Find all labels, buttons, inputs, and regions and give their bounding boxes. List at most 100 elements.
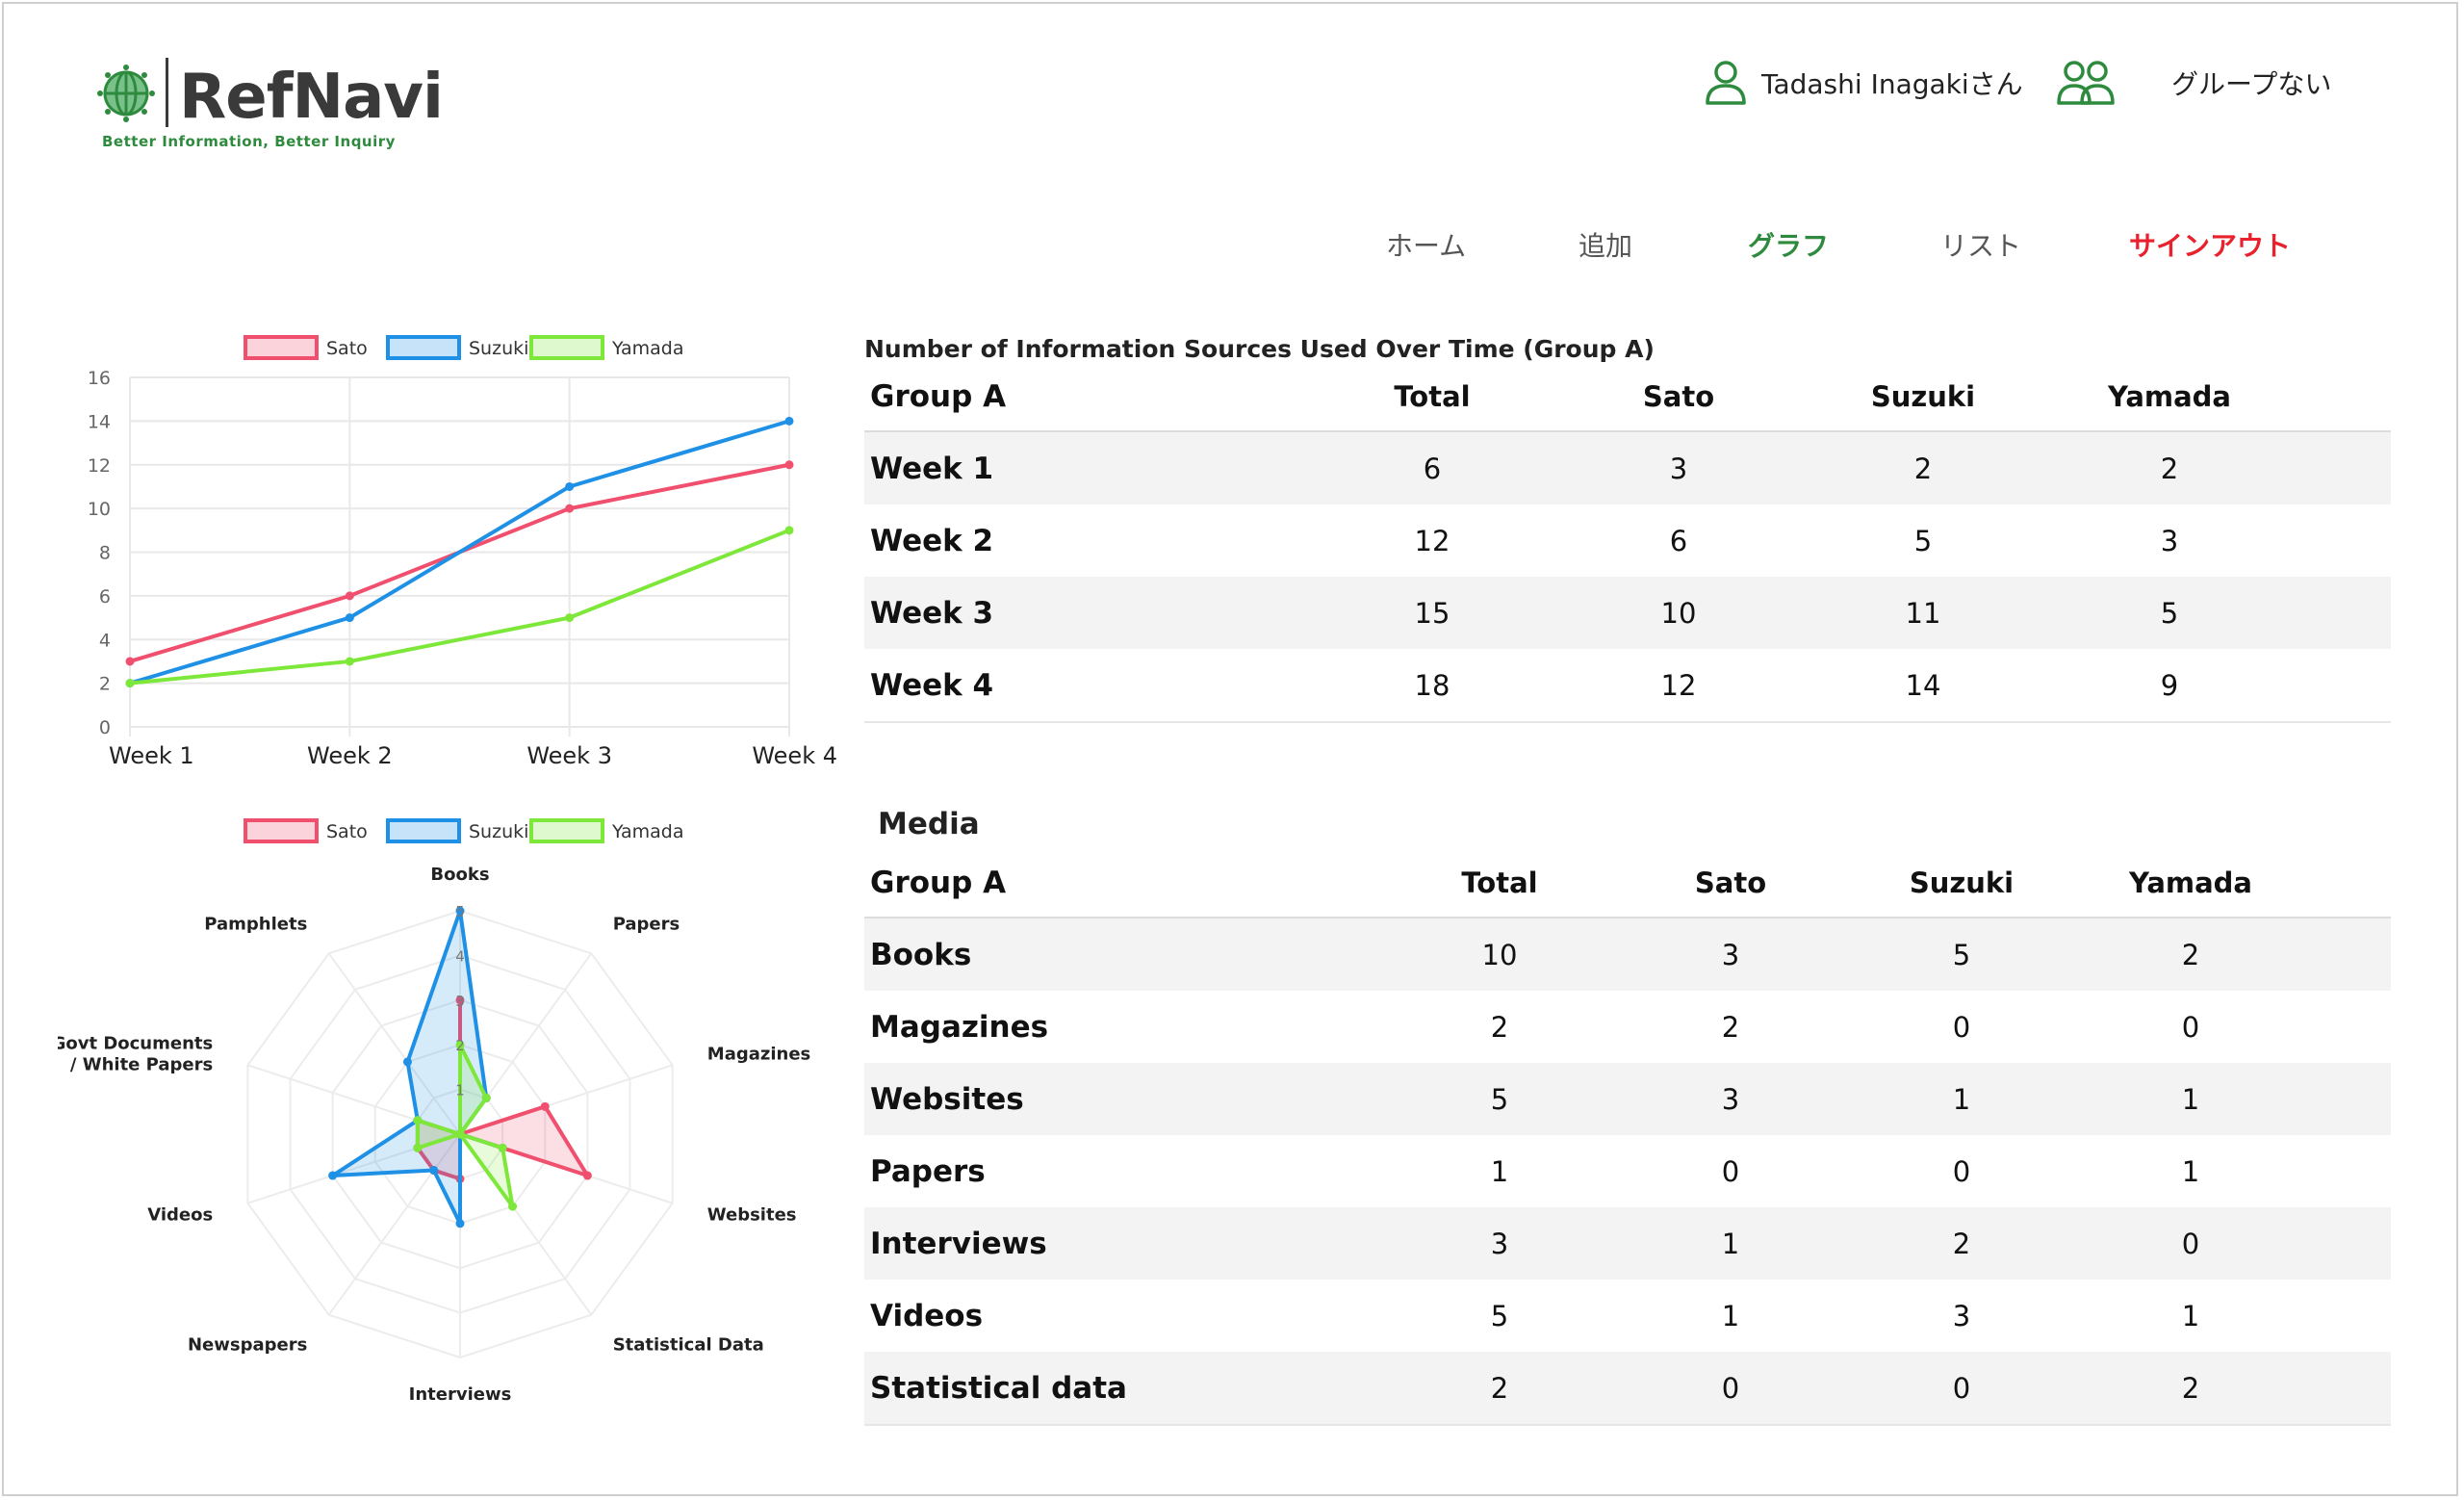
media-table-row: Papers 1 0 0 1 [864, 1135, 2391, 1207]
media-table-cell: 1 [1721, 1227, 1740, 1260]
radar-tick-label: 4 [455, 947, 465, 965]
media-table-header-cell: Group A [870, 866, 1007, 900]
media-table-cell: Videos [870, 1298, 984, 1333]
media-table-cell: 1 [2181, 1082, 2200, 1116]
radar-series-yamada [415, 1043, 515, 1209]
data-point [784, 460, 794, 470]
time-table-header-cell: Suzuki [1870, 380, 1976, 413]
y-tick-label: 2 [99, 674, 111, 695]
legend-label: Yamada [611, 338, 684, 359]
radar-point [508, 1202, 518, 1211]
media-table-cell: 3 [1490, 1227, 1509, 1260]
media-table-cell: 2 [1952, 1227, 1971, 1260]
nav-graph[interactable]: グラフ [1748, 230, 1830, 262]
time-table-cell: Week 2 [870, 523, 994, 558]
media-table-cell: 1 [1952, 1082, 1971, 1116]
media-table-cell: 0 [2181, 1227, 2200, 1260]
radar-point [455, 996, 465, 1005]
radar-axis-label: Statistical Data [613, 1334, 764, 1355]
radar-chart-svg: Sato Suzuki Yamada 1 2 3 4 5 Books Papers Magazine… [52, 818, 810, 1405]
time-table-cell: 9 [2160, 668, 2179, 702]
media-table-row: Interviews 3 1 2 0 [864, 1207, 2391, 1280]
radar-point [455, 1129, 465, 1139]
media-table-cell: 3 [1721, 938, 1740, 971]
nav-signout[interactable]: サインアウト [2129, 230, 2292, 262]
radar-axis-label: Magazines [707, 1045, 810, 1065]
main-nav: ホーム 追加 グラフ リスト サインアウト [1328, 220, 2348, 268]
time-table-row: Week 4 18 12 14 9 [864, 649, 2391, 723]
time-table-cell: 12 [1660, 668, 1697, 702]
user-name: Tadashi Inagakiさん [1761, 68, 2023, 100]
radar-axis-label: Govt Documents / White Papers [58, 1034, 213, 1075]
radar-point [413, 1116, 423, 1125]
nav-home[interactable]: ホーム [1386, 230, 1467, 262]
time-table-cell: Week 1 [870, 451, 994, 486]
time-table-cell: 3 [1669, 452, 1688, 485]
radar-point [429, 1166, 439, 1176]
legend-label: Yamada [611, 821, 684, 842]
media-table-cell: Websites [870, 1081, 1024, 1117]
data-point [565, 613, 575, 623]
radar-axis-label: Pamphlets [204, 915, 307, 935]
nav-list[interactable]: リスト [1940, 230, 2022, 262]
media-table-cell: 1 [2181, 1299, 2200, 1332]
media-table-cell: Books [870, 937, 972, 972]
time-table-header-row: Group A Total Sato Suzuki Yamada [864, 363, 2391, 432]
radar-point [582, 1171, 592, 1180]
logo-divider [166, 58, 168, 127]
time-table-cell: 11 [1905, 596, 1941, 630]
time-table-cell: 6 [1423, 452, 1442, 485]
legend-swatch [386, 335, 461, 360]
time-table: Number of Information Sources Used Over … [864, 335, 2391, 723]
time-table-cell: 10 [1660, 596, 1697, 630]
time-table-cell: 2 [1913, 452, 1933, 485]
radar-point [498, 1143, 507, 1152]
data-point [345, 613, 354, 623]
data-point [345, 591, 354, 601]
media-table: Media Group A Total Sato Suzuki Yamada Books 1… [864, 807, 2391, 1426]
radar-axis-label: Books [430, 865, 489, 885]
media-table-cell: Magazines [870, 1009, 1049, 1045]
time-table-cell: 2 [2160, 452, 2179, 485]
time-table-header-cell: Sato [1642, 380, 1715, 413]
line-chart-svg: Sato Suzuki Yamada 0 2 4 6 8 10 12 14 16 Week 1 Week … [88, 335, 837, 769]
user-menu[interactable]: Tadashi Inagakiさん [1704, 54, 2023, 112]
media-table-header-cell: Total [1461, 866, 1538, 899]
legend-label: Sato [326, 338, 368, 359]
radar-tick-label: 2 [455, 1037, 465, 1054]
media-table-row: Statistical data 2 0 0 2 [864, 1352, 2391, 1426]
media-table-cell: 3 [1721, 1082, 1740, 1116]
y-tick-label: 8 [99, 543, 111, 564]
series-line-suzuki [129, 419, 790, 685]
media-table-cell: 2 [1490, 1010, 1509, 1044]
group-menu[interactable]: グループない [2056, 54, 2331, 112]
media-table-row: Books 10 3 5 2 [864, 918, 2391, 991]
radar-point [402, 1057, 412, 1067]
legend-swatch [529, 818, 604, 843]
y-tick-label: 0 [99, 717, 111, 738]
radar-point [328, 1171, 338, 1180]
media-table-cell: 10 [1481, 938, 1518, 971]
media-table-cell: 0 [2181, 1010, 2200, 1044]
time-table-header-cell: Total [1394, 380, 1471, 413]
media-table-cell: 2 [2181, 938, 2200, 971]
media-table-cell: 1 [1721, 1299, 1740, 1332]
media-table-cell: Statistical data [870, 1370, 1127, 1406]
radar-tick-label: 3 [455, 993, 465, 1010]
radar-point [413, 1143, 423, 1152]
brand-tagline: Better Information, Better Inquiry [102, 133, 396, 150]
time-table-cell: 14 [1905, 668, 1941, 702]
data-point [565, 481, 575, 491]
nav-add[interactable]: 追加 [1578, 230, 1633, 262]
time-table-row: Week 2 12 6 5 3 [864, 504, 2391, 577]
y-tick-label: 4 [99, 630, 111, 651]
radar-point [455, 1040, 465, 1049]
radar-point [540, 1101, 550, 1111]
time-table-cell: 12 [1414, 524, 1450, 557]
x-tick-label: Week 1 [109, 742, 194, 769]
media-table-cell: Papers [870, 1153, 986, 1189]
data-point [784, 526, 794, 535]
app-logo[interactable]: RefNavi Better Information, Better Inqui… [96, 58, 444, 164]
radar-axis-label: Papers [613, 915, 680, 935]
